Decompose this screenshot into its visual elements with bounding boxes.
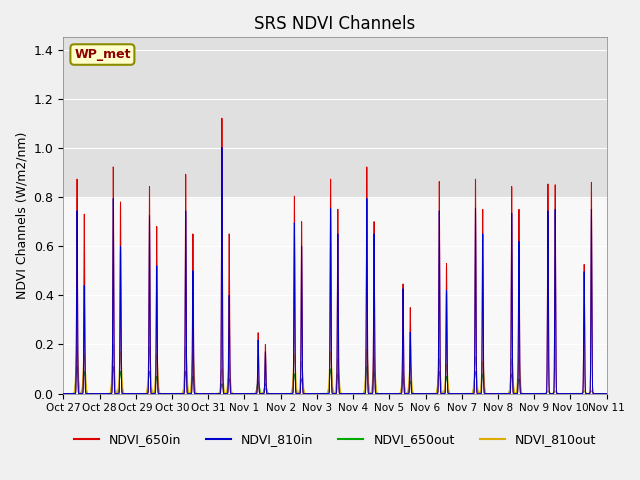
Legend: NDVI_650in, NDVI_810in, NDVI_650out, NDVI_810out: NDVI_650in, NDVI_810in, NDVI_650out, NDV… bbox=[68, 429, 601, 452]
Bar bbox=[63, 37, 607, 197]
Text: WP_met: WP_met bbox=[74, 48, 131, 61]
Y-axis label: NDVI Channels (W/m2/nm): NDVI Channels (W/m2/nm) bbox=[15, 132, 28, 299]
Title: SRS NDVI Channels: SRS NDVI Channels bbox=[254, 15, 415, 33]
